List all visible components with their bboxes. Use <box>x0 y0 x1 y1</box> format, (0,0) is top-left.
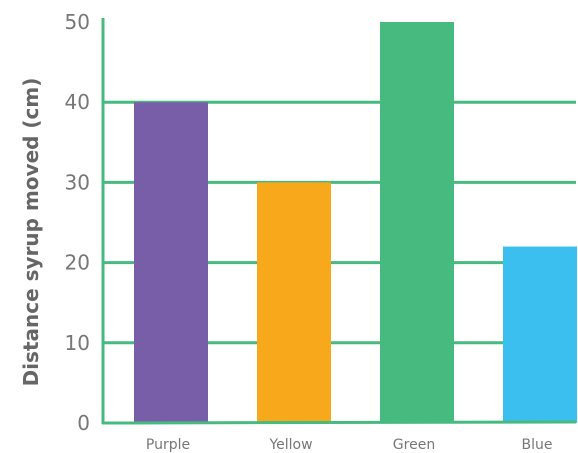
bar-green <box>380 22 454 423</box>
y-tick-label-30: 30 <box>65 170 90 194</box>
x-tick-labels: Purple Yellow Green Blue <box>146 437 553 453</box>
x-tick-label-yellow: Yellow <box>268 437 312 453</box>
y-tick-label-40: 40 <box>65 90 90 114</box>
bar-purple <box>134 102 208 423</box>
bar-blue <box>503 246 577 423</box>
y-tick-label-20: 20 <box>65 251 90 275</box>
x-tick-label-purple: Purple <box>146 437 190 453</box>
bar-yellow <box>257 182 331 423</box>
x-tick-label-green: Green <box>393 437 435 453</box>
y-tick-label-0: 0 <box>77 411 90 435</box>
y-tick-label-50: 50 <box>65 10 90 34</box>
x-axis-line <box>101 420 577 425</box>
y-axis-title: Distance syrup moved (cm) <box>19 78 43 387</box>
bars <box>134 22 577 423</box>
axes <box>101 18 577 425</box>
y-tick-labels: 0 10 20 30 40 50 <box>65 10 90 435</box>
x-tick-label-blue: Blue <box>522 437 553 453</box>
y-tick-label-10: 10 <box>65 331 90 355</box>
